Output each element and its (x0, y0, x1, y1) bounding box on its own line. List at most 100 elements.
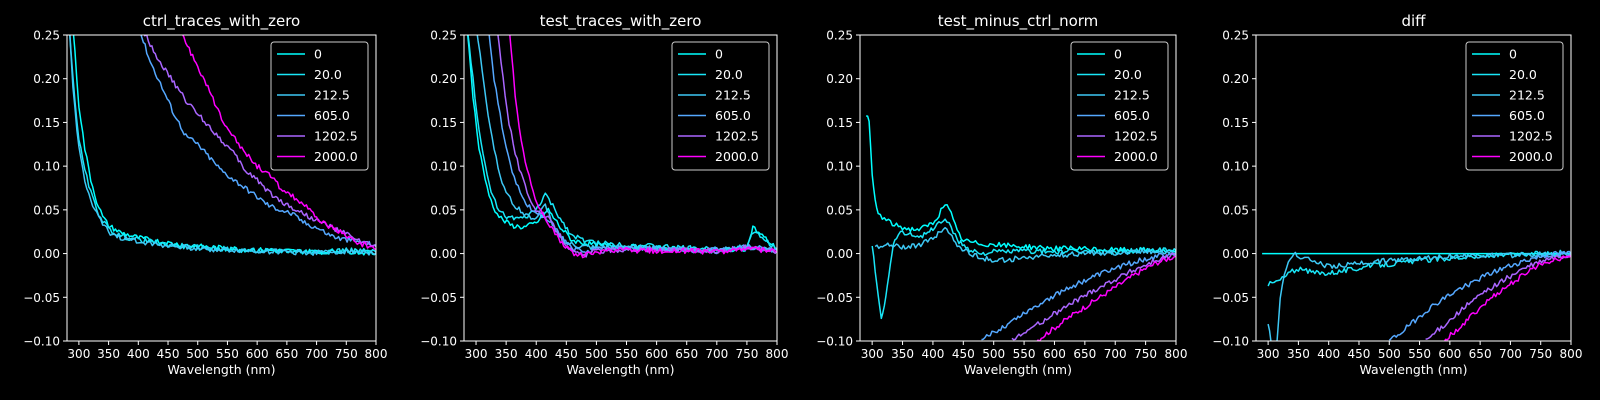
x-axis-label: Wavelength (nm) (1360, 362, 1468, 377)
legend-label: 1202.5 (1114, 129, 1158, 144)
x-tick-label: 300 (67, 347, 90, 361)
series-line-212.5 (874, 226, 1176, 263)
subplot-2: test_traces_with_zero 300 350 400 450 500 550 6… (420, 12, 788, 377)
x-tick-label: 450 (555, 347, 578, 361)
y-tick-label: 0.25 (826, 29, 853, 43)
legend-label: 605.0 (1509, 108, 1545, 123)
axes-frame (859, 34, 1177, 342)
legend-label: 20.0 (1114, 67, 1142, 82)
y-tick-label: 0.10 (1222, 160, 1249, 174)
legend-label: 212.5 (1114, 88, 1150, 103)
legend-label: 1202.5 (314, 129, 358, 144)
x-axis-label: Wavelength (nm) (567, 362, 675, 377)
x-tick-label: 750 (735, 347, 758, 361)
y-tick-label: −0.10 (816, 335, 853, 349)
subplot-1: ctrl_traces_with_zero 300 350 400 450 500 550 6… (23, 12, 387, 377)
x-tick-label: 350 (891, 347, 914, 361)
series-line-2000.0 (181, 35, 376, 250)
y-tick-label: 0.00 (430, 247, 457, 261)
legend-label: 0 (1509, 47, 1517, 62)
series-line-2000.0 (1036, 255, 1176, 341)
series-group (1262, 249, 1571, 341)
x-tick-label: 800 (1165, 347, 1188, 361)
legend: 0 20.0 212.5 605.0 1202.5 2000.0 (1070, 41, 1169, 171)
x-tick-label: 550 (1408, 347, 1431, 361)
x-tick-label: 600 (645, 347, 668, 361)
y-tick-label: 0.10 (33, 160, 60, 174)
series-line-0 (72, 35, 376, 256)
x-tick-label: 350 (495, 347, 518, 361)
x-tick-label: 300 (1257, 347, 1280, 361)
x-tick-label: 500 (585, 347, 608, 361)
y-tick-label: 0.05 (33, 203, 60, 217)
subplot-3: test_minus_ctrl_norm 300 350 400 450 500 550 60… (816, 12, 1187, 377)
series-line-605.0 (1388, 250, 1571, 341)
y-tick-label: 0.15 (826, 116, 853, 130)
series-line-1202.5 (1425, 254, 1571, 340)
axes-frame (66, 34, 377, 342)
x-tick-label: 500 (1378, 347, 1401, 361)
legend-label: 2000.0 (1114, 149, 1158, 164)
series-line-1202.5 (143, 35, 376, 248)
x-tick-label: 650 (675, 347, 698, 361)
x-tick-label: 800 (766, 347, 789, 361)
x-tick-label: 800 (1560, 347, 1583, 361)
legend: 0 20.0 212.5 605.0 1202.5 2000.0 (270, 41, 369, 171)
x-tick-label: 500 (186, 347, 209, 361)
x-tick-label: 400 (1317, 347, 1340, 361)
x-tick-label: 350 (1287, 347, 1310, 361)
series-line-20.0 (871, 218, 1176, 320)
legend-label: 2000.0 (314, 149, 358, 164)
x-tick-label: 600 (1043, 347, 1066, 361)
legend-label: 20.0 (1509, 67, 1537, 82)
y-tick-label: 0.05 (430, 203, 457, 217)
series-line-212.5 (476, 35, 777, 255)
legend-label: 0 (715, 47, 723, 62)
legend-label: 2000.0 (1509, 149, 1553, 164)
series-line-2000.0 (509, 35, 777, 259)
x-tick-label: 700 (1499, 347, 1522, 361)
y-tick-label: 0.25 (430, 29, 457, 43)
x-axis-label: Wavelength (nm) (168, 362, 276, 377)
y-tick-label: 0.15 (430, 116, 457, 130)
legend-label: 20.0 (715, 67, 743, 82)
x-tick-label: 300 (861, 347, 884, 361)
x-tick-label: 400 (127, 347, 150, 361)
y-tick-label: 0.10 (430, 160, 457, 174)
legend-label: 212.5 (715, 88, 751, 103)
x-tick-label: 450 (952, 347, 975, 361)
x-tick-label: 700 (305, 347, 328, 361)
x-tick-label: 450 (157, 347, 180, 361)
y-tick-label: −0.05 (23, 291, 60, 305)
legend-label: 605.0 (314, 108, 350, 123)
y-tick-label: 0.20 (33, 72, 60, 86)
series-line-605.0 (140, 35, 376, 248)
y-tick-label: −0.05 (1212, 291, 1249, 305)
y-tick-label: 0.05 (1222, 203, 1249, 217)
y-tick-label: 0.20 (1222, 72, 1249, 86)
legend: 0 20.0 212.5 605.0 1202.5 2000.0 (1465, 41, 1564, 171)
series-line-20.0 (69, 35, 376, 255)
axes-frame (1255, 34, 1572, 342)
x-tick-label: 550 (615, 347, 638, 361)
y-tick-label: 0.25 (33, 29, 60, 43)
x-tick-label: 700 (1104, 347, 1127, 361)
x-tick-label: 700 (705, 347, 728, 361)
x-tick-label: 650 (1073, 347, 1096, 361)
y-tick-label: −0.10 (420, 335, 457, 349)
series-line-0 (866, 115, 1176, 254)
x-axis-label: Wavelength (nm) (964, 362, 1072, 377)
y-tick-label: 0.00 (826, 247, 853, 261)
x-tick-label: 350 (97, 347, 120, 361)
series-line-1202.5 (1011, 252, 1176, 341)
legend-label: 20.0 (314, 67, 342, 82)
y-tick-label: 0.10 (826, 160, 853, 174)
legend-label: 212.5 (1509, 88, 1545, 103)
series-group (69, 35, 376, 256)
x-tick-label: 450 (1348, 347, 1371, 361)
subplot-4: diff 300 350 400 450 500 550 600 650 700 750 800 −0.… (1212, 12, 1582, 377)
legend-label: 0 (314, 47, 322, 62)
series-line-605.0 (981, 252, 1176, 341)
x-tick-label: 300 (465, 347, 488, 361)
legend-label: 605.0 (715, 108, 751, 123)
